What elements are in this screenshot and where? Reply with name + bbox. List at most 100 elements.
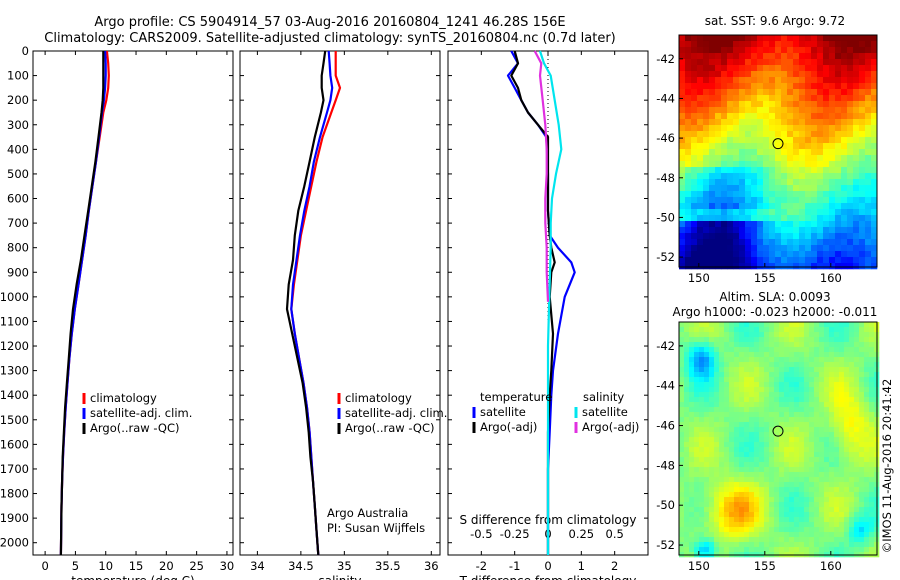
y-tick-label: 100 (7, 69, 29, 83)
sst-map-field (679, 35, 878, 270)
x-tick-label: 34 (250, 559, 265, 573)
sla-map-title-line1: Altim. SLA: 0.0093 (719, 290, 830, 304)
y-tick-label: 1000 (0, 290, 29, 304)
temperature-series-2 (59, 51, 105, 556)
x-tick-label: 150 (688, 271, 710, 285)
y-tick-label: 400 (7, 142, 29, 156)
x-tick-label: 0 (544, 559, 551, 573)
y-tick-label: -50 (656, 210, 675, 224)
legend-title-salinity: salinity (583, 390, 624, 404)
salinity-frame (239, 50, 441, 556)
x-tick-label: -2 (476, 559, 487, 573)
y-tick-label: 1600 (0, 437, 29, 451)
sla-map-panel: Altim. SLA: 0.0093 Argo h1000: -0.023 h2… (656, 290, 880, 573)
y-tick-label: -44 (656, 379, 675, 393)
y-tick-label: -50 (656, 498, 675, 512)
x-tick-label: -1 (509, 559, 520, 573)
legend-label: satellite-adj. clim. (345, 406, 447, 420)
temperature-frame (32, 50, 234, 556)
y-tick-label: 1700 (0, 462, 29, 476)
y-tick-label: 1800 (0, 487, 29, 501)
figure-title-line1: Argo profile: CS 5904914_57 03-Aug-2016 … (94, 15, 565, 30)
s-tick-label: 0.5 (606, 527, 624, 541)
sla-map-title-line2: Argo h1000: -0.023 h2000: -0.011 (673, 305, 878, 319)
sla-map-frame (678, 321, 878, 556)
x-tick-label: 15 (129, 559, 144, 573)
x-tick-label: 10 (98, 559, 113, 573)
diff-series-salinity-satellite (538, 50, 563, 555)
s-tick-label: -0.5 (470, 527, 492, 541)
temperature-panel: 0100200300400500600700800900100011001200… (0, 44, 234, 580)
legend-label: climatology (345, 391, 412, 405)
y-tick-label: 900 (7, 265, 29, 279)
y-tick-label: -42 (656, 52, 675, 66)
legend-label: Argo(-adj) (480, 420, 537, 434)
x-tick-label: 150 (688, 559, 710, 573)
salinity-panel: 34 34.5 35 35.5 36 salinity climatologysatelli… (239, 50, 447, 580)
y-tick-label: 1300 (0, 364, 29, 378)
x-tick-label: 36 (424, 559, 439, 573)
y-tick-label: 600 (7, 192, 29, 206)
y-tick-label: -44 (656, 91, 675, 105)
diff-series-temperature-satellite (506, 50, 576, 555)
x-tick-label: 20 (159, 559, 174, 573)
y-tick-label: -48 (656, 458, 675, 472)
y-tick-label: 2000 (0, 536, 29, 550)
legend-title-temperature: temperature (480, 390, 552, 404)
x-tick-label: 34.5 (288, 559, 314, 573)
x-axis-label: T difference from climatology (459, 574, 637, 580)
x-axis-label: salinity (318, 574, 361, 580)
y-tick-label: -52 (656, 538, 675, 552)
x-tick-label: 1 (578, 559, 585, 573)
x-tick-label: 35.5 (375, 559, 401, 573)
sla-map-field (679, 322, 880, 558)
x-tick-label: 0 (41, 559, 48, 573)
x-tick-label: 155 (754, 271, 776, 285)
temperature-series-0 (59, 50, 110, 556)
y-tick-label: 300 (7, 118, 29, 132)
salinity-series-0 (290, 51, 342, 556)
legend-label: satellite (582, 405, 628, 419)
figure-title-line2: Climatology: CARS2009. Satellite-adjuste… (44, 31, 616, 46)
x-tick-label: 25 (189, 559, 204, 573)
difference-panel: -2 -1 0 1 2T difference from climatology -0.5… (447, 50, 649, 580)
diff-series-salinity-argo (533, 50, 550, 302)
argo-location-marker (772, 425, 784, 437)
salinity-annotation-line1: Argo Australia (327, 506, 408, 520)
s-tick-label: 0.25 (569, 527, 595, 541)
salinity-annotation-line2: PI: Susan Wijffels (327, 521, 425, 535)
y-tick-label: 500 (7, 167, 29, 181)
x-tick-label: 160 (820, 271, 842, 285)
y-tick-label: -46 (656, 131, 675, 145)
x-tick-label: 160 (820, 559, 842, 573)
legend-label: Argo(..raw -QC) (345, 421, 435, 435)
sst-map-panel: sat. SST: 9.6 Argo: 9.72 150 155 160 -42 -44… (656, 14, 878, 285)
argo-location-marker (772, 138, 784, 150)
sst-map-frame (678, 34, 878, 268)
legend-label: climatology (90, 391, 157, 405)
legend-label: satellite-adj. clim. (90, 406, 192, 420)
y-tick-label: 800 (7, 241, 29, 255)
y-tick-label: -48 (656, 171, 675, 185)
y-tick-label: 0 (22, 44, 29, 58)
y-tick-label: 1900 (0, 511, 29, 525)
y-tick-label: 1200 (0, 339, 29, 353)
x-tick-label: 35 (337, 559, 352, 573)
y-tick-label: 200 (7, 93, 29, 107)
y-tick-label: 1100 (0, 314, 29, 328)
y-tick-label: 1500 (0, 413, 29, 427)
y-tick-label: -42 (656, 339, 675, 353)
y-tick-label: 1400 (0, 388, 29, 402)
legend-label: Argo(..raw -QC) (90, 421, 180, 435)
legend-label: satellite (480, 405, 526, 419)
salinity-series-2 (285, 50, 327, 556)
s-tick-label: -0.25 (500, 527, 530, 541)
y-tick-label: -46 (656, 419, 675, 433)
y-tick-label: -52 (656, 250, 675, 264)
x-axis-label: temperature (deg C) (71, 574, 194, 580)
y-tick-label: 700 (7, 216, 29, 230)
x-tick-label: 30 (220, 559, 235, 573)
credit-text: ©IMOS 11-Aug-2016 20:41:42 (880, 379, 894, 554)
x-tick-label: 155 (754, 559, 776, 573)
